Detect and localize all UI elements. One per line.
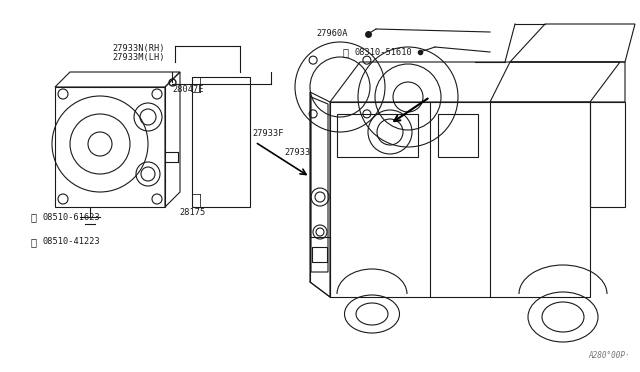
Text: A280°00P·: A280°00P· [588,351,630,360]
Text: 27933F: 27933F [253,129,284,138]
Text: Ⓢ: Ⓢ [31,213,36,222]
Text: 08510-41223: 08510-41223 [43,237,100,246]
Text: 28175: 28175 [179,208,205,217]
Text: 08510-61623: 08510-61623 [43,213,100,222]
Text: 28047E: 28047E [173,85,204,94]
Text: 08310-51610: 08310-51610 [355,48,412,57]
Text: 27933N(RH): 27933N(RH) [112,44,164,53]
Text: 27960A: 27960A [317,29,348,38]
Text: Ⓢ: Ⓢ [31,237,36,247]
Text: Ⓢ: Ⓢ [342,47,348,57]
Text: 27933: 27933 [285,148,311,157]
Text: 27933M(LH): 27933M(LH) [112,53,164,62]
